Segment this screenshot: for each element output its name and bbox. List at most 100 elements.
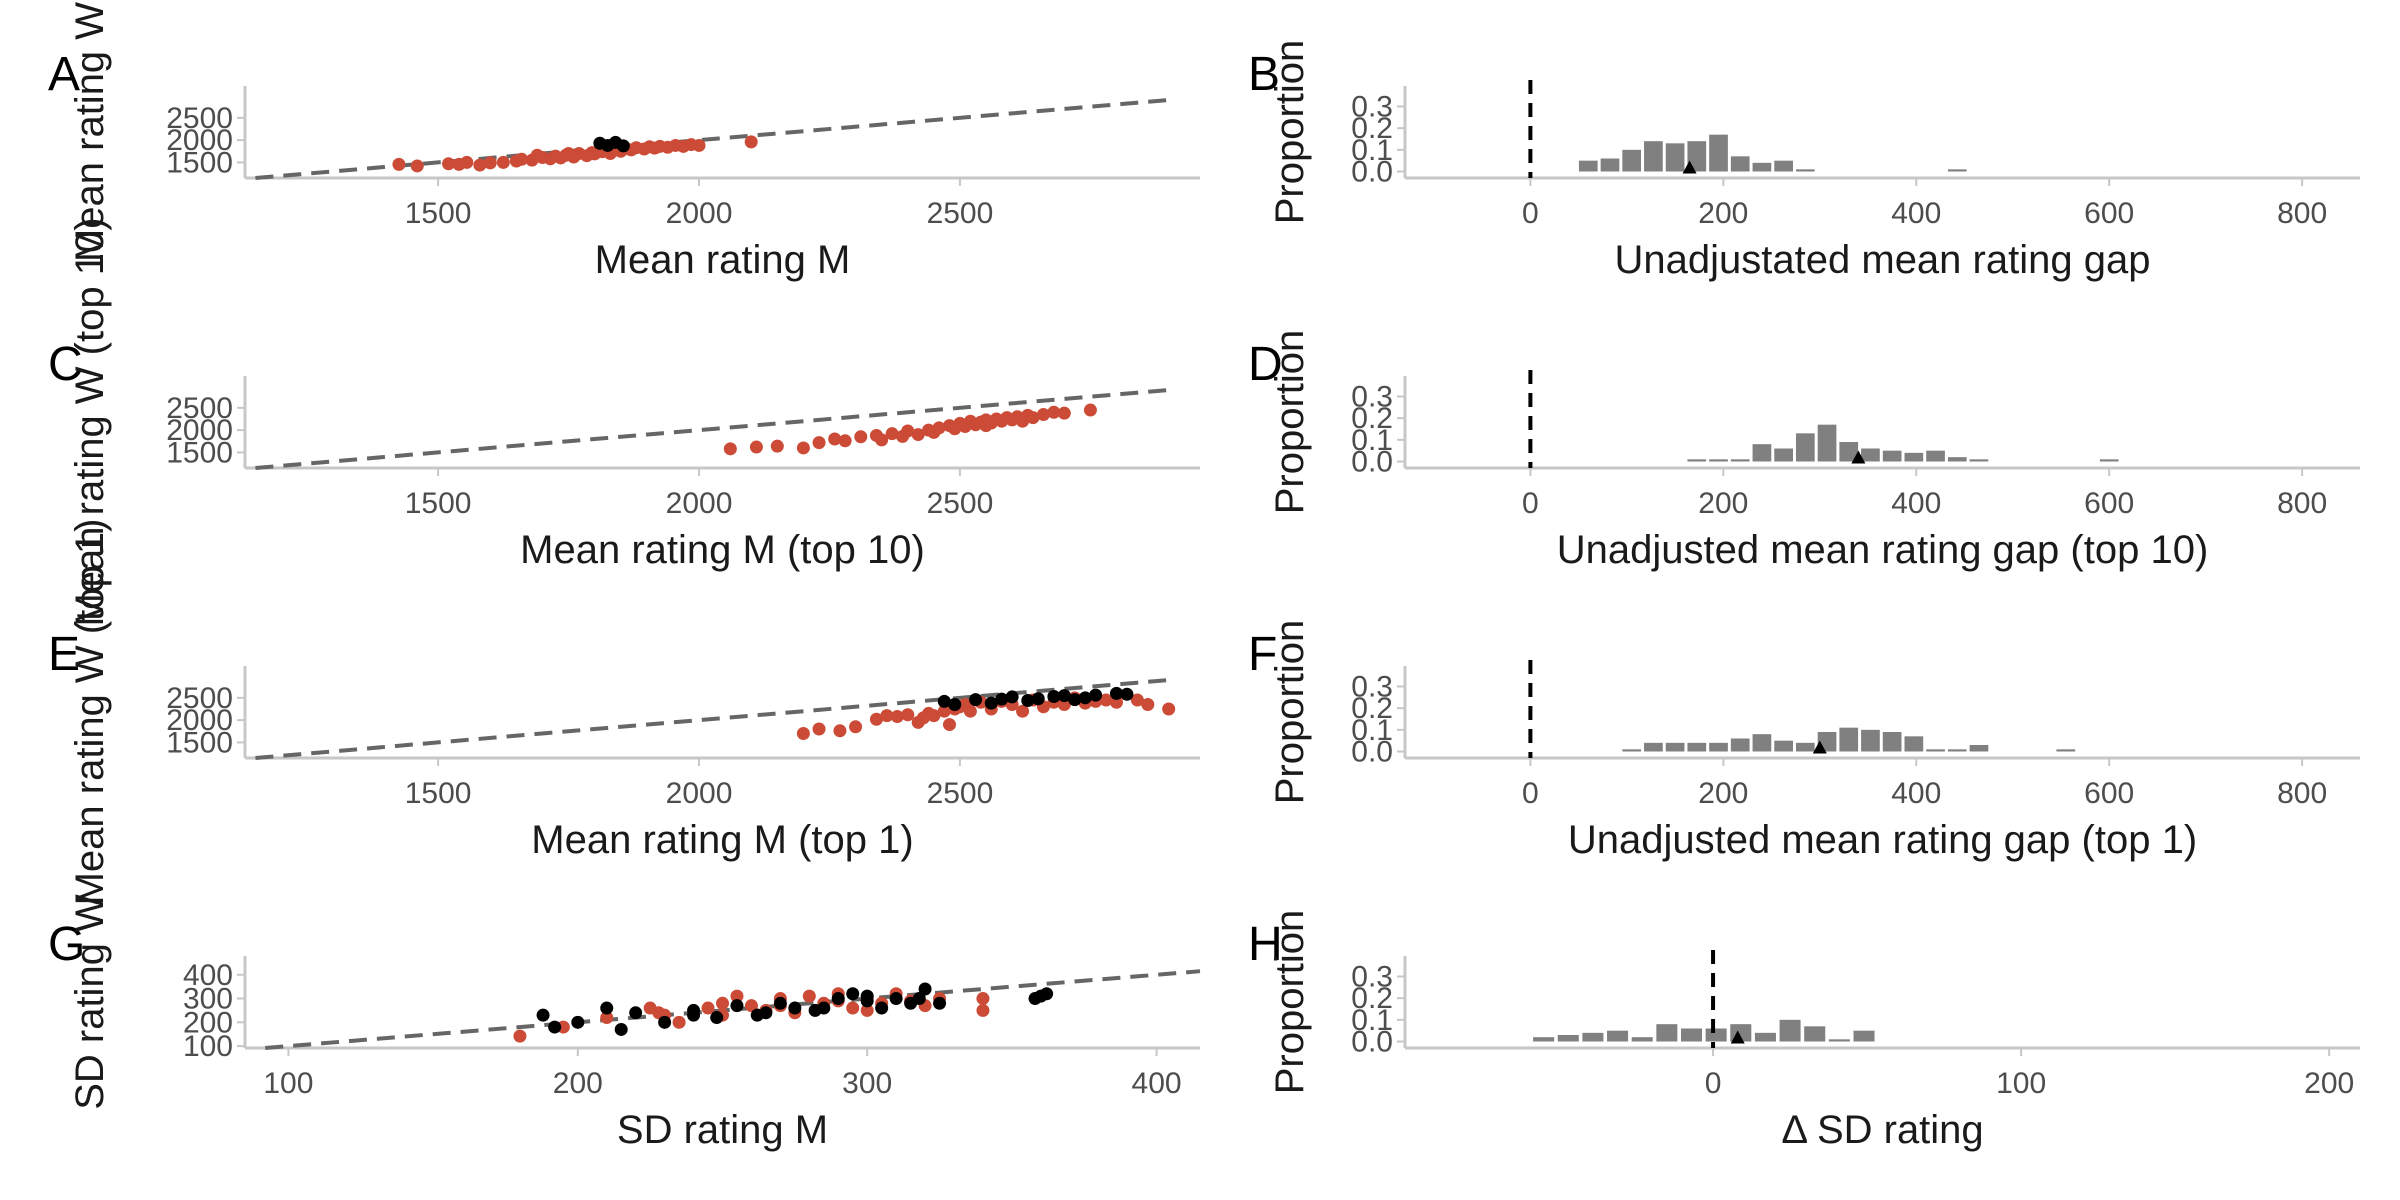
histogram-bar: [1926, 749, 1945, 752]
scatter-point: [1034, 989, 1048, 1003]
scatter-point: [976, 992, 990, 1006]
x-tick-label: 2000: [666, 197, 733, 230]
x-tick-label: 200: [1698, 777, 1748, 810]
scatter-point: [473, 158, 487, 172]
y-tick-label: 2500: [166, 102, 233, 135]
scatter-point: [901, 708, 915, 722]
scatter-point: [701, 1001, 715, 1015]
scatter-point: [460, 155, 474, 169]
scatter-point: [901, 424, 915, 438]
y-axis-title: SD rating W: [68, 894, 112, 1110]
scatter-point: [927, 709, 941, 723]
histogram-bar: [1853, 1030, 1875, 1042]
scatter-point: [828, 432, 842, 446]
x-tick-label: 400: [1891, 777, 1941, 810]
histogram-bar: [1969, 459, 1989, 462]
scatter-point: [890, 710, 904, 724]
scatter-point: [860, 1003, 874, 1017]
mean-marker: [1851, 450, 1866, 464]
scatter-point: [629, 1006, 643, 1020]
y-tick-label: 0.1: [1351, 134, 1393, 167]
scatter-point: [849, 720, 863, 734]
scatter-point: [812, 722, 826, 736]
scatter-point: [802, 989, 816, 1003]
y-axis-title: Mean rating W: [68, 2, 112, 262]
histogram-bar: [1665, 742, 1685, 752]
x-tick-label: 2500: [927, 487, 994, 520]
histogram-bar: [1680, 1028, 1703, 1042]
scatter-point: [496, 155, 510, 169]
x-tick-label: 0: [1522, 197, 1539, 230]
histogram-bar: [1752, 162, 1772, 172]
scatter-point: [860, 989, 874, 1003]
histogram-bar: [1926, 450, 1945, 462]
scatter-point: [995, 692, 1009, 706]
x-tick-label: 100: [263, 1067, 313, 1100]
y-tick-label: 0.3: [1351, 381, 1393, 414]
scatter-point: [979, 419, 993, 433]
y-axis-title: Proportion: [1268, 40, 1312, 225]
scatter-point: [1047, 405, 1061, 419]
scatter-point: [1057, 689, 1071, 703]
scatter-point: [1078, 691, 1092, 705]
y-tick-label: 2000: [166, 704, 233, 737]
y-tick-label: 1500: [166, 436, 233, 469]
scatter-point: [744, 135, 758, 149]
scatter-point: [1026, 411, 1040, 425]
histogram-bar: [1795, 433, 1815, 462]
x-tick-label: 2500: [927, 197, 994, 230]
y-tick-label: 0.1: [1351, 1004, 1393, 1037]
y-tick-label: 1500: [166, 146, 233, 179]
scatter-point: [536, 1008, 550, 1022]
histogram-bar: [1557, 1035, 1579, 1042]
histogram-bar: [1644, 141, 1663, 172]
scatter-point: [927, 425, 941, 439]
panel-label: C: [48, 338, 83, 391]
scatter-point: [692, 138, 706, 152]
histogram-bar: [1947, 169, 1967, 172]
y-tick-label: 2500: [166, 682, 233, 715]
scatter-point: [869, 712, 883, 726]
scatter-point: [1083, 403, 1097, 417]
y-tick-label: 0.2: [1351, 112, 1393, 145]
scatter-point: [515, 152, 529, 166]
y-tick-label: 0.0: [1351, 736, 1393, 769]
panel-label: B: [1248, 48, 1280, 101]
x-tick-label: 600: [2084, 197, 2134, 230]
x-axis-title: Δ SD rating: [1781, 1108, 1983, 1152]
histogram-bar: [1804, 1026, 1826, 1042]
scatter-point: [716, 996, 729, 1010]
reference-line: [265, 969, 1201, 1050]
scatter-point: [976, 1003, 990, 1017]
histogram-bar: [1730, 156, 1750, 172]
x-tick-label: 1500: [405, 197, 472, 230]
histogram-bar: [1709, 459, 1728, 462]
x-axis-title: Unadjusted mean rating gap (top 10): [1557, 528, 2209, 572]
scatter-point: [1162, 702, 1176, 716]
y-tick-label: 0.2: [1351, 402, 1393, 435]
histogram-bar: [1861, 729, 1880, 752]
reference-line: [255, 388, 1169, 470]
histogram-bar: [1752, 734, 1772, 752]
histogram-bar: [1904, 452, 1924, 462]
scatter-point: [889, 992, 903, 1006]
y-tick-label: 400: [183, 959, 233, 992]
scatter-point: [600, 1011, 614, 1025]
scatter-point: [1120, 687, 1134, 701]
y-tick-label: 0.3: [1351, 961, 1393, 994]
histogram-bar: [1607, 1030, 1629, 1042]
y-tick-label: 200: [183, 1006, 233, 1039]
y-tick-label: 0.0: [1351, 446, 1393, 479]
x-tick-label: 200: [2304, 1067, 2354, 1100]
y-axis-title: Proportion: [1268, 620, 1312, 805]
scatter-point: [911, 428, 925, 442]
histogram-bar: [1774, 740, 1793, 752]
panel-label: E: [48, 628, 80, 681]
histogram-bar: [1600, 158, 1620, 172]
x-tick-label: 200: [1698, 487, 1748, 520]
y-axis-title: Mean rating W (top 1): [68, 519, 112, 906]
scatter-point: [687, 1008, 701, 1022]
histogram-bar: [1861, 448, 1880, 462]
scatter-point: [833, 724, 847, 738]
